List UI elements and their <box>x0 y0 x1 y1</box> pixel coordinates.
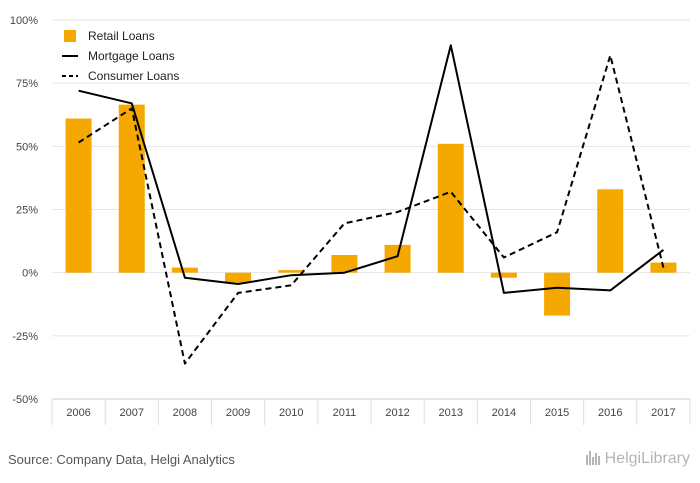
x-axis: 2006 2007 2008 2009 2010 2011 2012 2013 2014 2015… <box>51 398 691 425</box>
consumer-loans-line <box>78 54 665 365</box>
source-note: Source: Company Data, Helgi Analytics <box>8 452 235 467</box>
y-tick-label: 50% <box>16 141 38 153</box>
bar <box>65 118 92 273</box>
x-tick-label: 2014 <box>492 407 516 419</box>
y-tick-label: 25% <box>16 205 38 217</box>
footer: Source: Company Data, Helgi Analytics He… <box>0 438 700 483</box>
x-tick-label: 2011 <box>333 407 357 419</box>
legend-swatch-bar <box>64 30 76 42</box>
y-tick-label: 0% <box>22 268 38 280</box>
x-tick-label: 2009 <box>226 407 250 419</box>
x-tick-label: 2015 <box>545 407 569 419</box>
x-tick-label: 2016 <box>598 407 622 419</box>
y-axis: 100% 75% 50% 25% 0% -25% -50% <box>10 15 38 406</box>
y-tick-label: -25% <box>12 331 38 343</box>
chart: 100% 75% 50% 25% 0% -25% -50% 2006 2007 2008 2009… <box>10 15 691 425</box>
bar <box>650 262 677 273</box>
x-tick-label: 2012 <box>385 407 409 419</box>
logo-text: HelgiLibrary <box>604 450 690 467</box>
bar <box>437 143 464 273</box>
bar <box>544 272 571 316</box>
x-tick-label: 2013 <box>439 407 463 419</box>
bar <box>331 254 358 273</box>
legend-label: Retail Loans <box>88 29 155 43</box>
x-tick-label: 2007 <box>120 407 144 419</box>
x-tick-label: 2008 <box>173 407 197 419</box>
mortgage-loans-line <box>78 44 665 294</box>
bar <box>490 272 517 278</box>
bar <box>597 189 624 273</box>
legend-label: Consumer Loans <box>88 69 179 83</box>
x-tick-label: 2017 <box>651 407 675 419</box>
bar <box>171 267 198 273</box>
legend: Retail Loans Mortgage Loans Consumer Loans <box>62 29 179 83</box>
x-tick-label: 2010 <box>279 407 303 419</box>
bars <box>65 104 677 316</box>
bar <box>225 272 252 283</box>
y-tick-label: 75% <box>16 78 38 90</box>
y-tick-label: -50% <box>12 394 38 406</box>
y-tick-label: 100% <box>10 15 38 27</box>
bar <box>278 270 305 273</box>
series-lines <box>78 44 665 365</box>
helgi-library-logo: HelgiLibrary <box>585 450 690 470</box>
library-icon <box>585 451 601 470</box>
legend-label: Mortgage Loans <box>88 49 175 63</box>
x-tick-label: 2006 <box>66 407 90 419</box>
